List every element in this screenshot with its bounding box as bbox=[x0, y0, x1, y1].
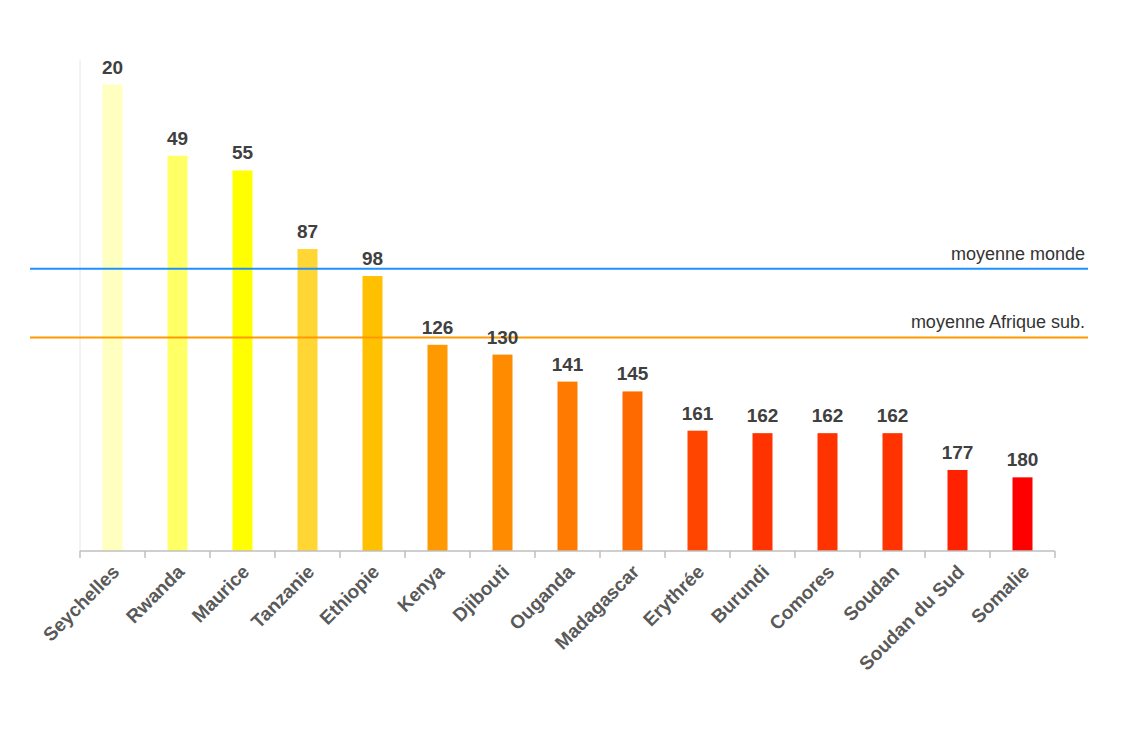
data-label: 180 bbox=[1007, 449, 1039, 470]
data-label: 145 bbox=[617, 363, 649, 384]
x-tick bbox=[274, 551, 276, 558]
x-tick-label: Djibouti bbox=[448, 561, 513, 626]
bar bbox=[168, 156, 188, 551]
data-label: 161 bbox=[682, 403, 714, 424]
bar bbox=[1013, 477, 1033, 551]
x-tick-label: Soudan du Sud bbox=[855, 561, 968, 674]
data-label: 20 bbox=[102, 57, 123, 78]
x-tick-label: Soudan bbox=[839, 561, 903, 625]
x-tick-label: Maurice bbox=[188, 561, 254, 627]
x-tick-label: Rwanda bbox=[122, 561, 189, 628]
data-label: 55 bbox=[232, 142, 254, 163]
data-label: 49 bbox=[167, 128, 188, 149]
bar bbox=[753, 433, 773, 551]
x-tick-label: Somalie bbox=[967, 561, 1033, 627]
reference-label: moyenne monde bbox=[951, 244, 1085, 264]
data-label: 177 bbox=[942, 442, 974, 463]
x-tick bbox=[404, 551, 406, 558]
x-tick bbox=[339, 551, 341, 558]
x-tick bbox=[729, 551, 731, 558]
x-axis-line bbox=[80, 550, 1055, 552]
bar bbox=[623, 391, 643, 551]
bar bbox=[883, 433, 903, 551]
bar bbox=[428, 345, 448, 551]
data-label: 162 bbox=[877, 405, 909, 426]
x-tick-label: Seychelles bbox=[39, 561, 123, 645]
x-tick bbox=[924, 551, 926, 558]
x-tick-label: Comores bbox=[765, 561, 838, 634]
bar bbox=[298, 249, 318, 551]
x-tick-label: Kenya bbox=[393, 561, 448, 616]
x-tick-label: Burundi bbox=[707, 561, 773, 627]
x-tick bbox=[794, 551, 796, 558]
chart: moyenne monde moyenne Afrique sub. 20 Seych… bbox=[0, 0, 1121, 743]
data-label: 126 bbox=[422, 317, 454, 338]
reference-label: moyenne Afrique sub. bbox=[911, 312, 1085, 332]
x-tick-label: Tanzanie bbox=[247, 561, 318, 632]
x-tick bbox=[469, 551, 471, 558]
data-label: 162 bbox=[812, 405, 844, 426]
bar bbox=[233, 170, 253, 551]
x-tick bbox=[79, 551, 81, 558]
x-tick bbox=[989, 551, 991, 558]
data-label: 87 bbox=[297, 221, 318, 242]
x-tick bbox=[859, 551, 861, 558]
data-label: 130 bbox=[487, 327, 519, 348]
x-tick bbox=[1054, 551, 1056, 558]
reference-line bbox=[30, 336, 1088, 338]
x-tick-label: Ethiopie bbox=[315, 561, 383, 629]
x-tick bbox=[144, 551, 146, 558]
bar bbox=[818, 433, 838, 551]
data-label: 141 bbox=[552, 354, 584, 375]
bars bbox=[103, 85, 1033, 551]
x-tick-label: Madagascar bbox=[551, 561, 644, 654]
data-label: 98 bbox=[362, 248, 383, 269]
data-label: 162 bbox=[747, 405, 779, 426]
x-tick bbox=[599, 551, 601, 558]
bar bbox=[363, 276, 383, 551]
x-tick bbox=[664, 551, 666, 558]
x-tick bbox=[209, 551, 211, 558]
bar bbox=[948, 470, 968, 551]
bar bbox=[558, 382, 578, 551]
bar bbox=[103, 85, 123, 551]
reference-line bbox=[30, 268, 1088, 270]
bar bbox=[493, 355, 513, 551]
x-tick-label: Erythrée bbox=[639, 561, 708, 630]
y-axis-line bbox=[80, 60, 81, 551]
bar bbox=[688, 431, 708, 551]
x-tick bbox=[534, 551, 536, 558]
